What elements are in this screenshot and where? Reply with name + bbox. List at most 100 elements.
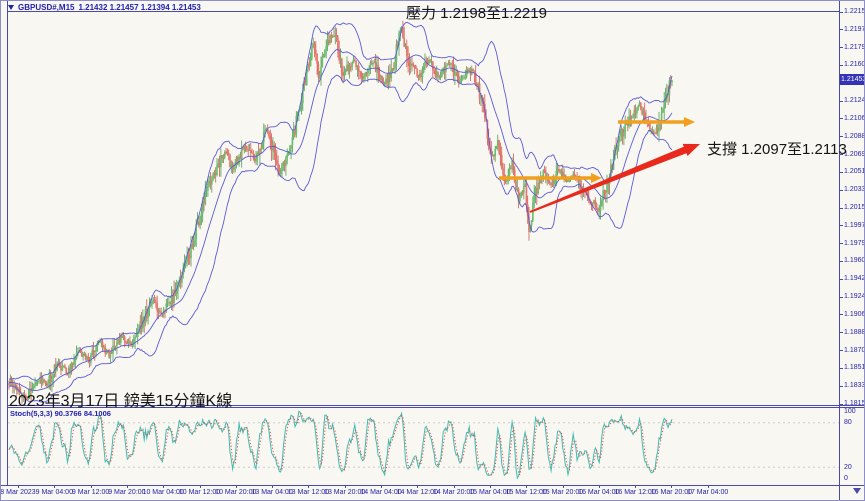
time-axis-label: 9 Mar 20:00 <box>108 489 146 496</box>
time-axis-tick <box>381 485 382 488</box>
price-axis-label: 1.19605 <box>844 257 864 265</box>
price-axis-tick <box>839 278 843 280</box>
resistance-level-arrow[interactable] <box>618 117 695 127</box>
time-axis-label: 14 Mar 12:00 <box>396 489 438 496</box>
price-scale-border <box>839 1 840 500</box>
stochastic-canvas[interactable] <box>8 407 839 485</box>
price-axis-label: 1.19245 <box>844 293 864 301</box>
stochastic-d-value: 84.1006 <box>83 409 111 418</box>
price-axis-label: 1.20335 <box>844 186 864 194</box>
time-axis-label: 13 Mar 20:00 <box>324 489 366 496</box>
scroll-to-end-icon[interactable] <box>853 488 861 494</box>
price-axis-tick <box>839 332 843 334</box>
price-axis-label: 1.18880 <box>844 328 864 336</box>
price-axis-tick <box>839 189 843 191</box>
time-axis-tick <box>635 485 637 488</box>
time-axis-label: 10 Mar 04:00 <box>142 489 184 496</box>
time-axis-label: 9 Mar 04:00 <box>35 489 73 496</box>
price-axis-tick <box>839 296 843 298</box>
price-axis-label: 1.22150 <box>844 8 864 15</box>
support-trend-arrow[interactable] <box>529 143 700 213</box>
quote-values: 1.21432 1.21457 1.21394 1.21453 <box>78 3 201 12</box>
time-axis-tick <box>526 485 528 488</box>
time-axis-label: 16 Mar 12:00 <box>614 489 656 496</box>
time-axis-label: 16 Mar 20:00 <box>650 489 693 496</box>
time-axis-label: 15 Mar 04:00 <box>469 489 511 496</box>
stochastic-label: Stoch(5,3,3) 90.3766 84.1006 <box>10 409 111 418</box>
price-axis-tick <box>839 385 843 387</box>
time-axis-label: 15 Mar 20:00 <box>541 489 584 496</box>
time-axis-tick <box>453 485 455 488</box>
ohlc-title: GBPUSD#,M15 1.21432 1.21457 1.21394 1.21… <box>8 3 201 12</box>
price-axis-tick <box>839 350 843 352</box>
price-axis-label: 1.20695 <box>844 150 864 158</box>
time-axis-tick <box>163 485 165 488</box>
current-price-badge: 1.21453 <box>840 74 865 86</box>
stochastic-axis-label: 20 <box>844 463 852 471</box>
price-axis-label: 1.18155 <box>844 400 864 407</box>
ohlc-dropdown-icon[interactable] <box>8 5 14 10</box>
price-axis-tick <box>839 100 843 102</box>
left-border <box>7 1 8 485</box>
price-axis-label: 1.19790 <box>844 239 864 247</box>
time-axis-label: 9 Mar 12:00 <box>71 489 110 496</box>
time-axis-tick <box>562 485 564 488</box>
price-axis-tick <box>839 314 843 316</box>
time-axis-label: 16 Mar 04:00 <box>578 489 620 496</box>
price-axis-tick <box>839 136 843 138</box>
time-axis-tick <box>235 485 237 488</box>
time-axis-border <box>1 485 864 486</box>
pane-splitter[interactable] <box>7 405 864 406</box>
price-axis-label: 1.20880 <box>844 132 864 140</box>
resistance-annotation[interactable]: 壓力 1.2198至1.2219 <box>406 5 547 22</box>
time-axis-label: 14 Mar 04:00 <box>360 489 402 496</box>
time-axis-label: 13 Mar 04:00 <box>251 489 293 496</box>
price-axis-label: 1.20150 <box>844 204 864 211</box>
price-axis-tick <box>839 47 843 49</box>
price-axis-tick <box>839 243 843 245</box>
price-axis-label: 1.18515 <box>844 364 864 372</box>
price-axis-label: 1.21240 <box>844 97 864 105</box>
time-axis-label: 14 Mar 20:00 <box>432 489 475 496</box>
price-axis-tick <box>839 207 843 209</box>
price-axis-label: 1.21060 <box>844 114 864 122</box>
support-annotation[interactable]: 支撐 1.2097至1.2113 <box>707 141 847 158</box>
price-axis-label: 1.21970 <box>844 25 864 33</box>
price-axis-tick <box>839 367 843 369</box>
stochastic-axis-label: 80 <box>844 419 852 427</box>
time-axis-label: 10 Mar 12:00 <box>178 489 221 496</box>
price-axis-label: 1.21605 <box>844 61 864 69</box>
time-axis-label: 10 Mar 20:00 <box>215 489 257 496</box>
price-axis-tick <box>839 260 843 262</box>
time-axis-tick <box>199 485 201 488</box>
price-axis-label: 1.18700 <box>844 346 864 354</box>
price-axis-label: 1.21790 <box>844 43 864 51</box>
main-chart-canvas[interactable] <box>8 11 839 405</box>
time-axis-tick <box>489 485 491 488</box>
symbol-label: GBPUSD#,M15 <box>18 3 75 12</box>
time-axis-tick <box>126 485 128 488</box>
support-level-arrow[interactable] <box>499 173 602 183</box>
price-axis-label: 1.19060 <box>844 310 864 318</box>
time-axis-label: 8 Mar 2023 <box>0 489 36 496</box>
price-axis[interactable]: 1.22150 1.21970 1.21790 1.21605 1.21240 1.210… <box>839 1 864 485</box>
time-axis-tick <box>598 485 600 488</box>
time-axis[interactable]: 8 Mar 2023 9 Mar 04:00 9 Mar 12:00 9 Mar 20… <box>0 485 864 500</box>
price-axis-tick <box>839 154 843 156</box>
stochastic-k-value: 90.3766 <box>54 409 82 418</box>
price-axis-label: 1.18335 <box>844 382 864 390</box>
stochastic-axis-label: 100 <box>844 407 856 415</box>
price-axis-tick <box>839 64 843 66</box>
time-axis-label: 17 Mar 04:00 <box>687 489 729 496</box>
price-axis-label: 1.19970 <box>844 221 864 229</box>
time-axis-tick <box>707 485 709 488</box>
time-axis-tick <box>417 485 419 488</box>
time-axis-tick <box>272 485 274 488</box>
date-annotation[interactable]: 2023年3月17日 鎊美15分鐘K線 <box>9 393 233 410</box>
time-axis-tick <box>90 485 92 488</box>
price-axis-tick <box>839 225 843 227</box>
price-axis-tick <box>839 403 843 405</box>
time-axis-tick <box>54 485 56 488</box>
time-axis-tick <box>344 485 346 488</box>
